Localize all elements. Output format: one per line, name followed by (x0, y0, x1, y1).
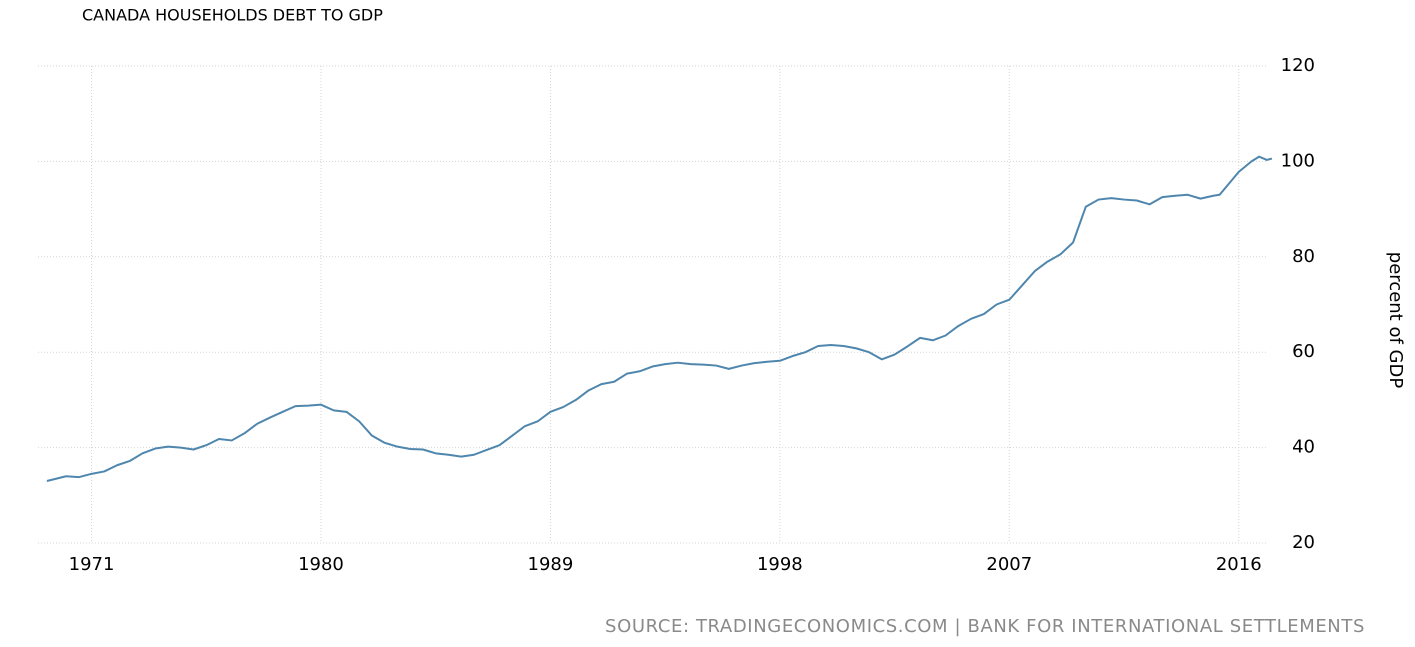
x-tick-label: 2016 (1216, 554, 1262, 575)
chart-title: CANADA HOUSEHOLDS DEBT TO GDP (82, 6, 383, 25)
x-tick-label: 1971 (69, 554, 115, 575)
x-tick-label: 1998 (757, 554, 803, 575)
line-series (46, 155, 1273, 482)
y-tick-label: 20 (1292, 532, 1315, 553)
y-tick-label: 60 (1292, 341, 1315, 362)
x-tick-label: 2007 (986, 554, 1032, 575)
source: SOURCE: TRADINGECONOMICS.COM | BANK FOR … (605, 616, 1365, 637)
y-axis-label: percent of GDP (1385, 252, 1406, 389)
y-tick-label: 100 (1281, 150, 1315, 171)
y-tick-label: 80 (1292, 246, 1315, 267)
y-tick-label: 40 (1292, 437, 1315, 458)
y-tick-label: 120 (1281, 55, 1315, 76)
x-tick-label: 1989 (528, 554, 574, 575)
x-tick-label: 1980 (298, 554, 344, 575)
